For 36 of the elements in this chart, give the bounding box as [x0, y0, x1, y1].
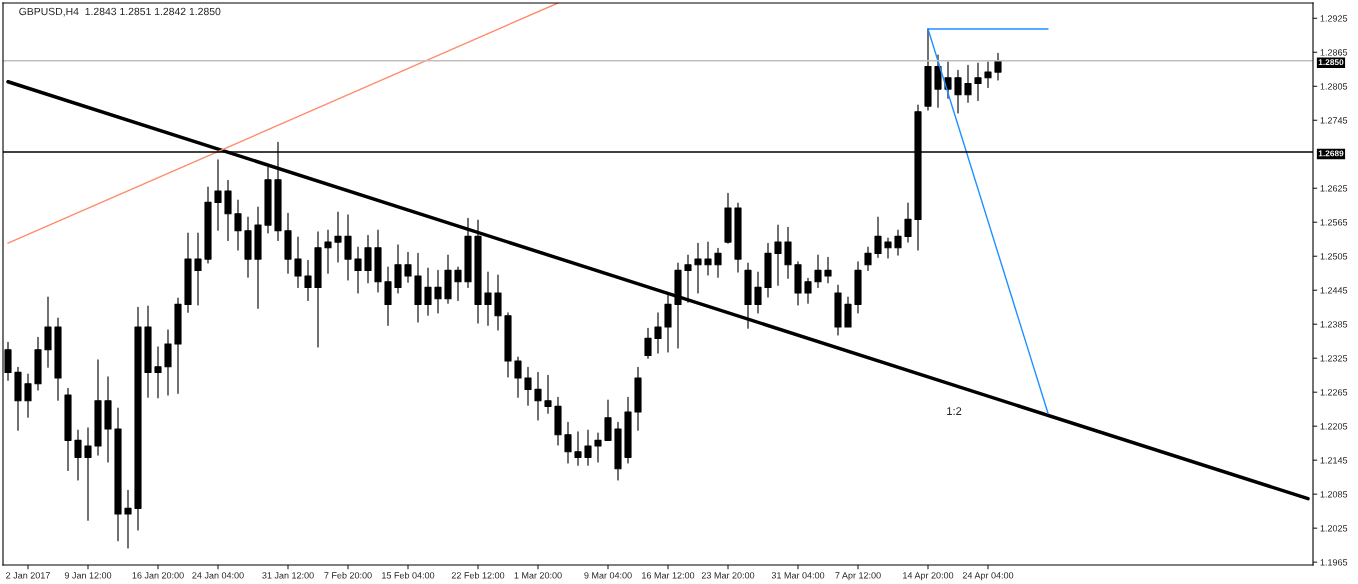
chart-title: GBPUSD,H4 1.2843 1.2851 1.2842 1.2850: [19, 7, 221, 17]
y-tick-label: 1.2385: [1320, 321, 1348, 328]
y-tick-label: 1.2865: [1320, 49, 1348, 56]
y-tick-label: 1.2265: [1320, 389, 1348, 396]
y-tick-label: 1.2925: [1320, 15, 1348, 22]
x-tick-label: 2 Jan 2017: [6, 572, 50, 579]
x-tick-label: 31 Jan 12:00: [262, 572, 314, 579]
y-tick-label: 1.2205: [1320, 423, 1348, 430]
x-tick-label: 24 Jan 04:00: [192, 572, 244, 579]
ref-line-label: 1.2689: [1318, 150, 1344, 157]
x-tick-label: 31 Mar 04:00: [771, 572, 825, 579]
y-tick-label: 1.2565: [1320, 219, 1348, 226]
y-tick-label: 1.2325: [1320, 355, 1348, 362]
x-tick-label: 24 Apr 04:00: [962, 572, 1014, 581]
x-tick-label: 22 Feb 12:00: [451, 571, 505, 579]
y-tick-label: 1.2025: [1320, 525, 1348, 532]
y-tick-label: 1.2625: [1320, 185, 1348, 192]
x-tick-label: 16 Mar 12:00: [642, 572, 695, 579]
x-tick-label: 23 Mar 20:00: [701, 572, 755, 579]
y-tick-label: 1.2505: [1320, 253, 1348, 260]
x-tick-label: 1 Mar 20:00: [514, 572, 562, 579]
x-tick-label: 7 Apr 12:00: [835, 572, 881, 581]
y-tick-label: 1.2745: [1320, 117, 1348, 124]
x-tick-label: 16 Jan 20:00: [132, 572, 184, 579]
x-tick-label: 15 Feb 04:00: [382, 571, 435, 579]
y-tick-label: 1.2445: [1320, 287, 1348, 294]
ref-line-label: 1.2850: [1318, 59, 1344, 66]
y-tick-label: 1.1965: [1320, 559, 1348, 566]
x-tick-label: 7 Feb 20:00: [324, 571, 372, 579]
y-tick-label: 1.2805: [1320, 83, 1348, 90]
x-tick-label: 9 Jan 12:00: [64, 572, 112, 579]
y-tick-label: 1.2145: [1320, 457, 1348, 464]
x-tick-label: 9 Mar 04:00: [584, 572, 632, 579]
annotation: 1:2: [947, 407, 962, 415]
x-tick-label: 14 Apr 20:00: [903, 572, 954, 581]
y-tick-label: 1.2085: [1320, 491, 1348, 498]
